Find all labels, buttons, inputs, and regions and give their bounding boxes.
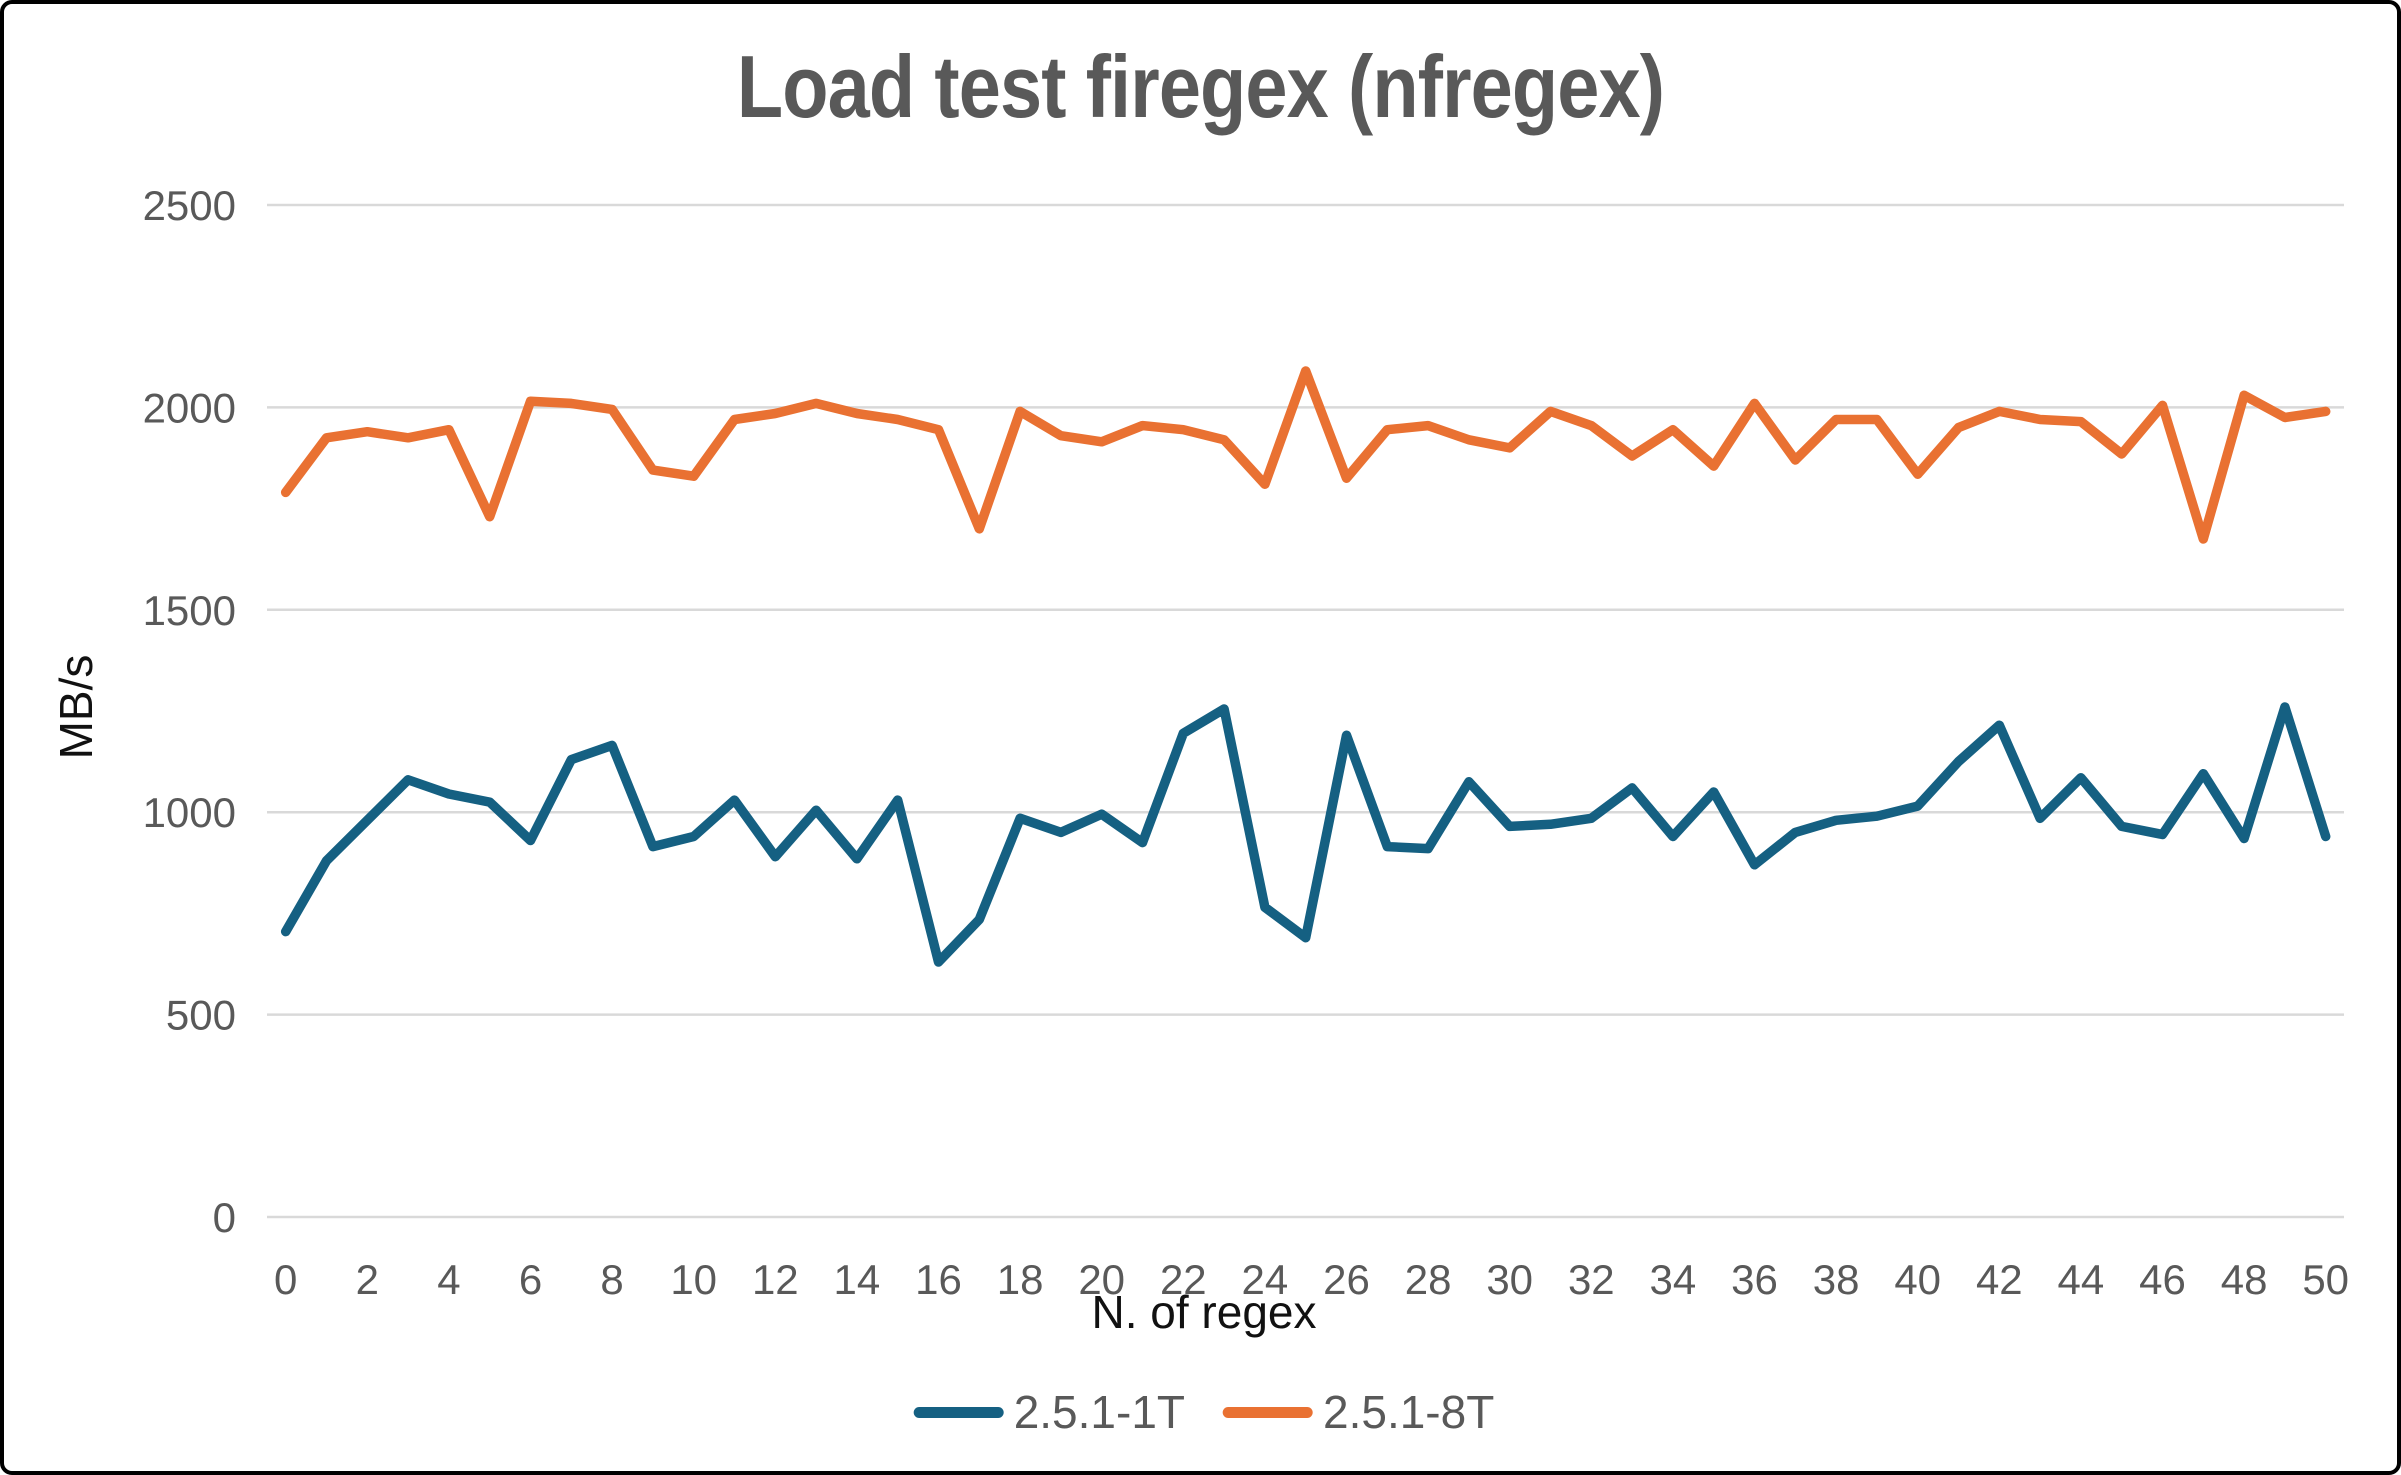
x-tick-label: 12	[752, 1256, 799, 1303]
x-tick-label: 2	[356, 1256, 379, 1303]
x-tick-label: 26	[1323, 1256, 1370, 1303]
x-tick-label: 44	[2058, 1256, 2105, 1303]
x-tick-label: 28	[1405, 1256, 1452, 1303]
x-tick-label: 24	[1242, 1256, 1289, 1303]
y-tick-label: 500	[166, 992, 236, 1039]
x-tick-label: 4	[437, 1256, 460, 1303]
legend-marker-8t-icon	[1223, 1406, 1313, 1418]
x-tick-label: 38	[1813, 1256, 1860, 1303]
legend-item-1t: 2.5.1-1T	[913, 1385, 1185, 1439]
x-tick-label: 22	[1160, 1256, 1207, 1303]
x-tick-label: 34	[1650, 1256, 1697, 1303]
legend-marker-1t-icon	[913, 1406, 1004, 1418]
chart-title: Load test firegex (nfregex)	[736, 37, 1665, 136]
y-tick-label: 1500	[143, 587, 236, 634]
x-tick-label: 0	[274, 1256, 297, 1303]
legend-item-8t: 2.5.1-8T	[1223, 1385, 1494, 1439]
y-tick-label: 0	[213, 1194, 236, 1241]
y-axis-title: MB/s	[50, 654, 102, 760]
x-tick-label: 8	[600, 1256, 623, 1303]
x-tick-label: 40	[1894, 1256, 1941, 1303]
x-tick-label: 46	[2139, 1256, 2186, 1303]
x-tick-label: 50	[2302, 1256, 2349, 1303]
x-tick-label: 18	[997, 1256, 1044, 1303]
x-tick-label: 20	[1078, 1256, 1125, 1303]
x-tick-label: 32	[1568, 1256, 1615, 1303]
y-tick-label: 2500	[143, 182, 236, 229]
series-line-1t	[280, 702, 2331, 967]
series-line-8t	[280, 366, 2331, 544]
x-tick-label: 10	[670, 1256, 717, 1303]
x-tick-label: 42	[1976, 1256, 2023, 1303]
legend-label-1t: 2.5.1-1T	[1013, 1386, 1185, 1438]
x-tick-label: 16	[915, 1256, 962, 1303]
x-axis-title: N. of regex	[1091, 1286, 1317, 1338]
x-tick-label: 36	[1731, 1256, 1778, 1303]
x-tick-label: 30	[1486, 1256, 1533, 1303]
x-tick-label: 14	[834, 1256, 881, 1303]
x-tick-label: 6	[519, 1256, 542, 1303]
y-tick-label: 1000	[143, 789, 236, 836]
legend: 2.5.1-1T 2.5.1-8T	[913, 1385, 1494, 1439]
legend-label-8t: 2.5.1-8T	[1323, 1386, 1495, 1438]
x-tick-label: 48	[2221, 1256, 2268, 1303]
y-tick-label: 2000	[143, 384, 236, 431]
